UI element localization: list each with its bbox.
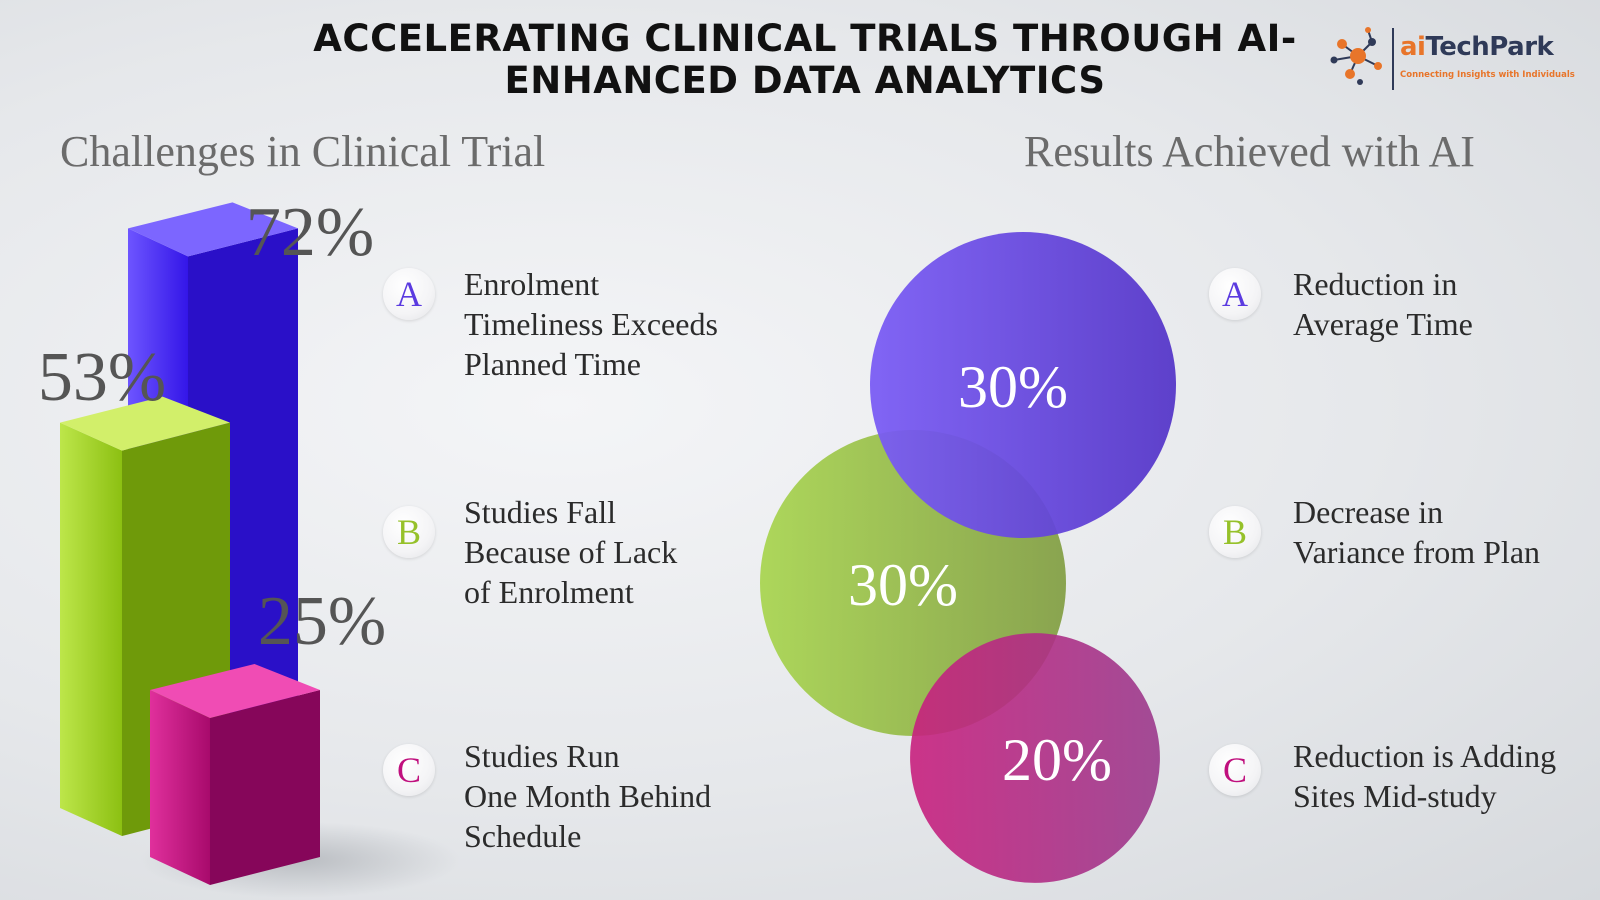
left-badge-a: A bbox=[383, 268, 435, 320]
right-item-a-text: Reduction in Average Time bbox=[1293, 266, 1473, 342]
bar-top-face bbox=[60, 396, 230, 451]
right-badge-b: B bbox=[1209, 506, 1261, 558]
bar-front-face bbox=[60, 422, 122, 836]
left-badge-b: B bbox=[383, 506, 435, 558]
right-item-b-text: Decrease in Variance from Plan bbox=[1293, 494, 1541, 570]
page-title: ACCELERATING CLINICAL TRIALS THROUGH AI-… bbox=[313, 17, 1297, 102]
logo-wordmark: aiTechPark bbox=[1400, 32, 1554, 62]
bar-top-face bbox=[128, 202, 298, 257]
bar-top-face bbox=[150, 664, 320, 718]
left-item-a-text: Enrolment Timeliness Exceeds Planned Tim… bbox=[464, 266, 718, 382]
right-section-title: Results Achieved with AI bbox=[1024, 127, 1475, 176]
molecule-icon bbox=[1330, 27, 1382, 85]
bar-side-face bbox=[210, 690, 320, 885]
bubble-value-label: 30% bbox=[958, 354, 1068, 420]
logo-techpark: TechPark bbox=[1425, 32, 1554, 62]
right-badge-a: A bbox=[1209, 268, 1261, 320]
bar-value-label: 25% bbox=[258, 583, 386, 660]
bar-front-face bbox=[150, 690, 210, 885]
aitechpark-logo: aiTechPark Connecting Insights with Indi… bbox=[1328, 22, 1588, 102]
right-badge-c: C bbox=[1209, 744, 1261, 796]
left-item-b-text: Studies Fall Because of Lack of Enrolmen… bbox=[464, 494, 678, 610]
logo-ai: ai bbox=[1400, 32, 1426, 62]
right-item-c-text: Reduction is Adding Sites Mid-study bbox=[1293, 738, 1557, 814]
left-item-c-text: Studies Run One Month Behind Schedule bbox=[464, 738, 712, 854]
left-badge-c: C bbox=[383, 744, 435, 796]
bar-c bbox=[150, 664, 320, 885]
logo-tagline: Connecting Insights with Individuals bbox=[1400, 70, 1575, 80]
bubble-a bbox=[870, 232, 1176, 538]
bar-value-label: 72% bbox=[246, 194, 374, 271]
bubble-value-label: 30% bbox=[848, 552, 958, 618]
left-section-title: Challenges in Clinical Trial bbox=[60, 127, 546, 176]
bubble-c bbox=[910, 633, 1160, 883]
bar-value-label: 53% bbox=[38, 339, 166, 416]
logo-divider bbox=[1392, 28, 1394, 90]
bubble-value-label: 20% bbox=[1002, 727, 1112, 793]
